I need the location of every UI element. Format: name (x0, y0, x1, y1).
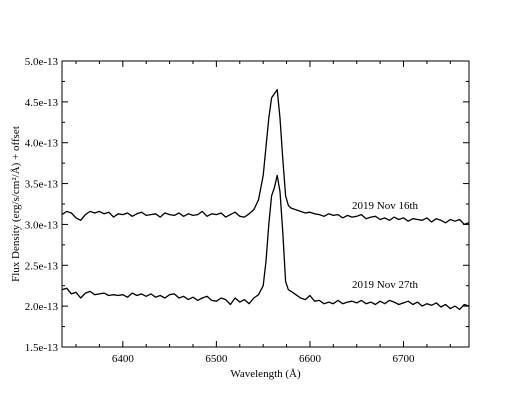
series-annotation: 2019 Nov 27th (352, 279, 419, 291)
y-tick-label: 3.5e-13 (25, 179, 59, 191)
y-tick-label: 2.0e-13 (25, 301, 59, 313)
y-tick-label: 4.5e-13 (25, 97, 59, 109)
x-tick-label: 6700 (393, 353, 416, 365)
x-tick-label: 6500 (205, 353, 228, 365)
series-layer (61, 88, 470, 311)
y-axis-ticks: 1.5e-13 2.0e-13 2.5e-13 3.0e-13 3.5e-13 4.0e-… (25, 56, 469, 354)
series-line-1 (61, 88, 470, 226)
y-tick-label: 4.0e-13 (25, 138, 59, 150)
x-axis-ticks: 6400 6500 6600 6700 (75, 61, 451, 365)
y-tick-label: 5.0e-13 (25, 56, 59, 68)
y-tick-label: 2.5e-13 (25, 260, 59, 272)
y-axis-title: Flux Density (erg/s/cm²/Å) + offset (10, 126, 22, 282)
y-tick-label: 1.5e-13 (25, 342, 59, 354)
annotations-layer: 2019 Nov 16th 2019 Nov 27th (352, 200, 419, 291)
series-line-2 (61, 174, 470, 311)
x-tick-label: 6600 (299, 353, 322, 365)
x-tick-label: 6400 (112, 353, 135, 365)
series-annotation: 2019 Nov 16th (352, 200, 419, 212)
x-axis-title: Wavelength (Å) (230, 368, 301, 380)
plot-frame (61, 60, 470, 348)
y-tick-label: 3.0e-13 (25, 219, 59, 231)
